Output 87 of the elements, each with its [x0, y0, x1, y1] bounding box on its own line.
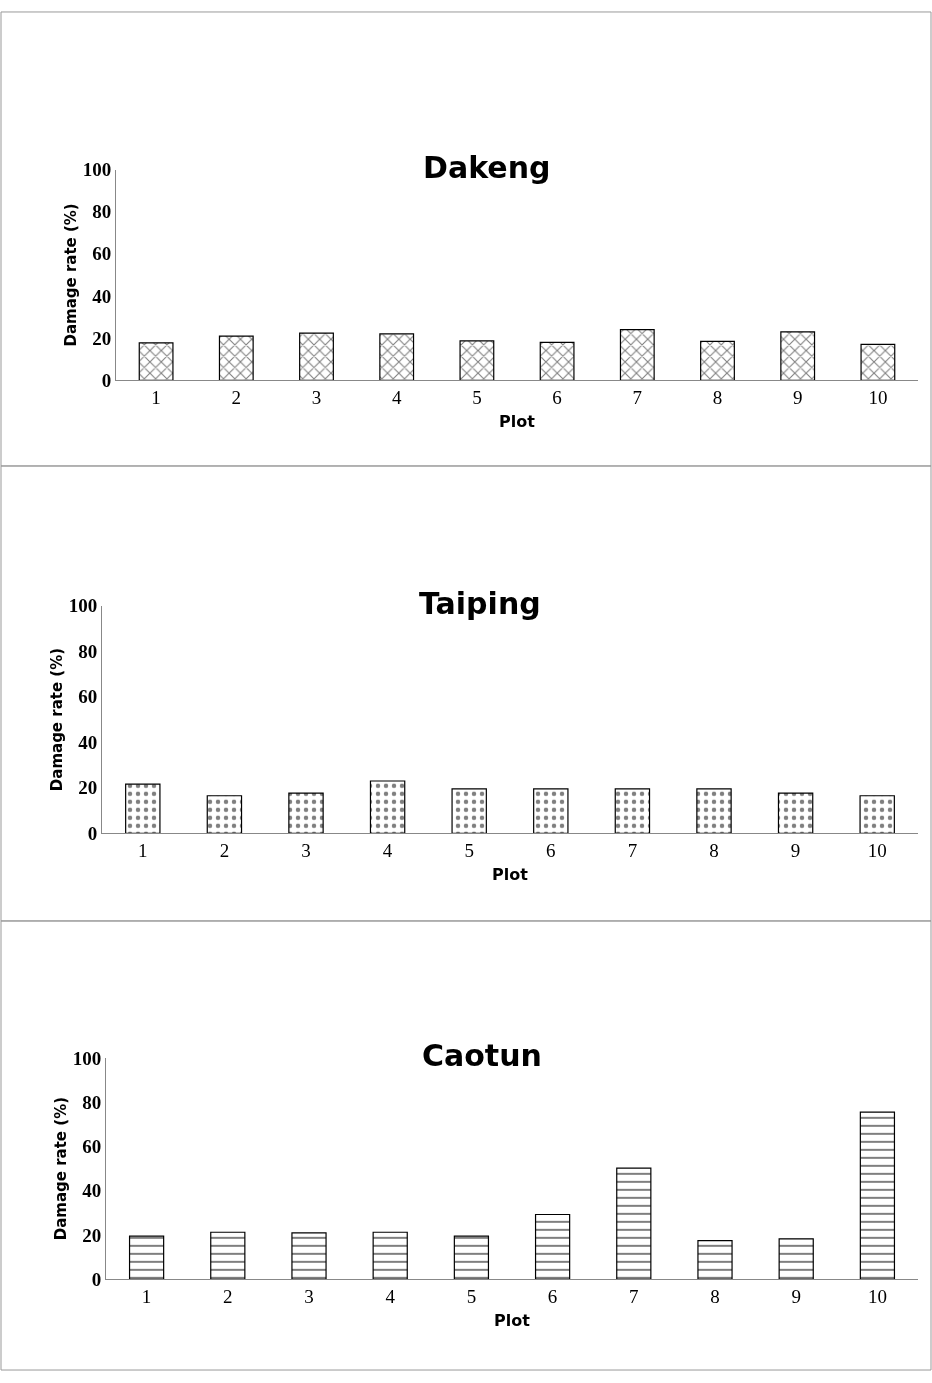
x-tick-label: 5 [464, 840, 474, 862]
x-tick-label: 8 [709, 840, 719, 862]
y-tick-label: 100 [82, 159, 112, 181]
x-tick-label: 2 [231, 387, 242, 409]
y-axis-title: Damage rate (%) [51, 1096, 70, 1241]
x-tick-label: 1 [138, 840, 148, 862]
x-tick-label: 9 [791, 1286, 801, 1308]
y-axis-title: Damage rate (%) [61, 203, 80, 347]
bar [778, 1238, 814, 1280]
bar [619, 329, 655, 381]
x-tick-label: 7 [629, 1286, 639, 1308]
bar [288, 792, 324, 834]
y-tick-label: 0 [101, 369, 112, 391]
bar [539, 341, 575, 381]
y-tick-label: 100 [68, 595, 98, 617]
x-tick-label: 6 [547, 1286, 558, 1308]
x-tick-label: 8 [710, 1286, 720, 1308]
bar [696, 788, 732, 834]
bar [614, 788, 651, 834]
x-tick-label: 6 [552, 387, 562, 409]
x-tick-label: 4 [385, 1286, 396, 1308]
x-tick-label: 4 [391, 387, 402, 409]
y-tick-label: 40 [78, 731, 98, 753]
bar [128, 1235, 165, 1280]
bar [206, 795, 243, 834]
bar [210, 1231, 246, 1280]
bar [616, 1167, 652, 1280]
bar [859, 795, 895, 834]
x-axis-title: Plot [492, 864, 529, 884]
x-tick-label: 10 [867, 840, 887, 862]
x-tick-label: 3 [304, 1286, 314, 1308]
x-tick-label: 1 [141, 1286, 152, 1308]
y-axis-title: Damage rate (%) [47, 647, 66, 792]
bar [138, 342, 174, 381]
bar [379, 333, 415, 381]
x-tick-label: 9 [790, 840, 801, 862]
bar [777, 792, 814, 834]
x-axis-title: Plot [494, 1310, 531, 1330]
chart-title: Caotun [422, 1038, 542, 1073]
chart-title: Dakeng [423, 150, 551, 185]
bar [372, 1231, 408, 1280]
bar [533, 788, 569, 834]
x-tick-label: 8 [712, 387, 723, 409]
y-tick-label: 40 [82, 1180, 102, 1202]
chart-title: Taiping [419, 586, 541, 621]
x-tick-label: 9 [792, 387, 803, 409]
bar [697, 1240, 733, 1280]
bar [860, 343, 896, 381]
y-tick-label: 20 [78, 777, 98, 799]
bar [859, 1111, 896, 1280]
bar [218, 335, 254, 381]
x-tick-label: 7 [627, 840, 638, 862]
y-tick-label: 0 [91, 1269, 102, 1291]
x-tick-label: 10 [867, 1286, 887, 1308]
bar [534, 1213, 571, 1280]
y-tick-label: 80 [92, 201, 112, 223]
x-tick-label: 6 [546, 840, 556, 862]
x-tick-label: 3 [301, 840, 311, 862]
bar [125, 783, 161, 834]
bar [291, 1232, 327, 1280]
x-tick-label: 5 [466, 1286, 477, 1308]
x-tick-label: 2 [223, 1286, 233, 1308]
bar [369, 780, 406, 834]
y-tick-label: 20 [82, 1224, 102, 1246]
y-tick-label: 60 [92, 243, 112, 265]
x-tick-label: 7 [632, 387, 643, 409]
x-tick-label: 1 [151, 387, 161, 409]
x-tick-label: 5 [472, 387, 482, 409]
y-tick-label: 60 [82, 1136, 102, 1158]
bar [780, 331, 816, 381]
bar [700, 340, 735, 381]
x-tick-label: 2 [219, 840, 230, 862]
x-axis-title: Plot [499, 411, 536, 431]
bar [453, 1235, 490, 1280]
y-tick-label: 100 [72, 1047, 102, 1069]
bar [451, 788, 487, 834]
y-tick-label: 0 [87, 822, 98, 844]
bar [459, 340, 495, 381]
bar [299, 332, 334, 381]
y-tick-label: 40 [92, 285, 112, 307]
x-tick-label: 3 [311, 387, 322, 409]
y-tick-label: 80 [82, 1091, 102, 1113]
x-tick-label: 4 [382, 840, 393, 862]
x-tick-label: 10 [868, 387, 888, 409]
y-tick-label: 20 [92, 327, 112, 349]
y-tick-label: 80 [78, 640, 98, 662]
y-tick-label: 60 [78, 686, 98, 708]
